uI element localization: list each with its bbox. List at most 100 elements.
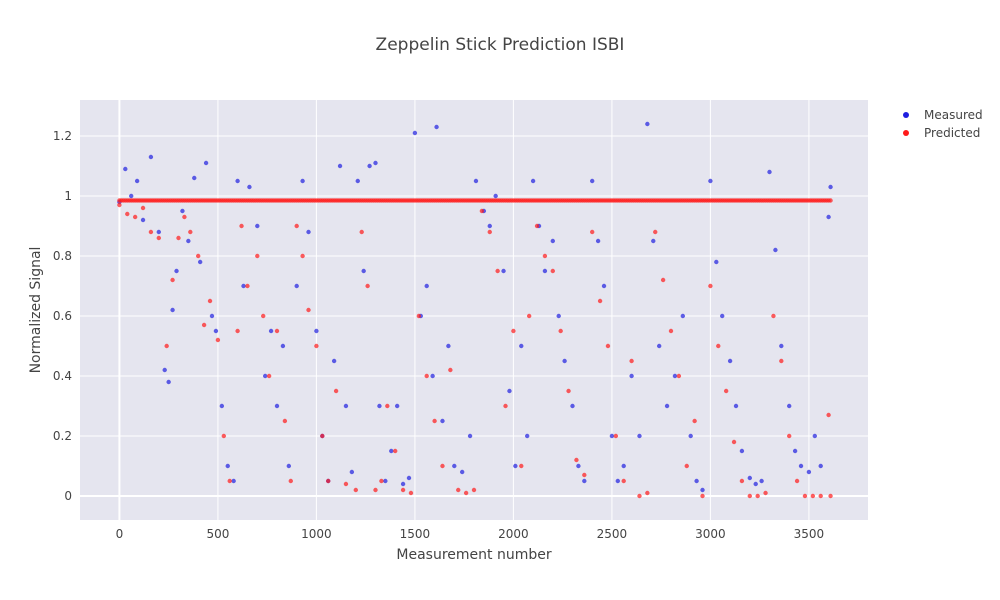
predicted-point — [582, 472, 587, 478]
measured-point — [473, 178, 479, 184]
measured-point — [727, 358, 733, 364]
predicted-point — [343, 481, 349, 487]
measured-point — [601, 283, 607, 289]
measured-point — [331, 358, 337, 364]
predicted-point — [828, 198, 833, 203]
legend-marker-measured — [903, 112, 909, 118]
measured-point — [192, 175, 197, 181]
predicted-point — [676, 373, 682, 379]
predicted-point — [731, 439, 737, 445]
measured-point — [377, 403, 382, 409]
predicted-point — [333, 388, 339, 394]
x-tick-label: 3500 — [794, 527, 825, 541]
y-tick-label: 0.6 — [53, 309, 72, 323]
predicted-point — [684, 463, 689, 469]
y-axis-title: Normalized Signal — [28, 247, 44, 374]
predicted-point — [542, 253, 548, 259]
predicted-point — [810, 493, 816, 499]
predicted-point — [763, 490, 768, 496]
measured-point — [493, 193, 498, 199]
y-tick-label: 0.8 — [53, 249, 72, 263]
predicted-point — [125, 211, 130, 217]
measured-point — [231, 478, 236, 484]
measured-point — [542, 268, 548, 274]
measured-point — [609, 433, 615, 439]
predicted-point — [794, 478, 800, 484]
legend-marker-predicted — [903, 130, 909, 136]
measured-point — [225, 463, 230, 469]
predicted-point — [408, 490, 414, 496]
predicted-point — [747, 493, 752, 499]
measured-point — [294, 283, 299, 289]
measured-point — [434, 124, 439, 130]
measured-point — [513, 463, 518, 469]
predicted-point — [432, 418, 437, 424]
y-tick-label: 0.2 — [53, 429, 72, 443]
predicted-point — [148, 229, 154, 235]
predicted-point — [629, 358, 634, 364]
predicted-point — [201, 322, 207, 328]
predicted-point — [282, 418, 288, 424]
predicted-point — [456, 487, 461, 493]
measured-point — [361, 268, 366, 274]
measured-point — [467, 433, 473, 439]
measured-point — [812, 433, 818, 439]
predicted-point — [590, 229, 595, 235]
measured-point — [314, 328, 319, 334]
predicted-point — [645, 490, 650, 496]
predicted-point — [294, 223, 299, 229]
legend-label-measured[interactable]: Measured — [924, 108, 983, 122]
predicted-point — [207, 298, 213, 304]
x-tick-label: 0 — [116, 527, 124, 541]
predicted-point — [771, 313, 776, 319]
measured-point — [440, 418, 445, 424]
measured-point — [203, 160, 209, 166]
measured-point — [753, 481, 758, 487]
measured-point — [733, 403, 739, 409]
measured-point — [306, 229, 311, 235]
legend[interactable]: Measured Predicted — [903, 108, 983, 140]
measured-point — [219, 403, 225, 409]
measured-point — [349, 469, 355, 475]
predicted-point — [660, 277, 666, 283]
measured-point — [645, 121, 650, 127]
predicted-point — [288, 478, 293, 484]
measured-point — [556, 313, 561, 319]
predicted-point — [779, 358, 784, 364]
measured-point — [714, 259, 719, 265]
predicted-point — [828, 493, 833, 499]
measured-point — [787, 403, 792, 409]
measured-point — [806, 469, 812, 475]
predicted-point — [306, 307, 311, 313]
predicted-point — [605, 343, 611, 349]
predicted-point — [692, 418, 697, 424]
measured-point — [400, 481, 406, 487]
measured-point — [700, 487, 705, 493]
measured-point — [337, 163, 343, 169]
points-layer — [117, 121, 833, 499]
predicted-point — [448, 367, 453, 373]
predicted-point — [385, 403, 390, 409]
predicted-point — [723, 388, 729, 394]
measured-point — [262, 373, 268, 379]
measured-point — [747, 475, 752, 481]
predicted-point — [653, 229, 658, 235]
predicted-point — [463, 490, 469, 496]
measured-point — [162, 367, 167, 373]
predicted-point — [239, 223, 244, 229]
measured-point — [373, 160, 378, 166]
measured-point — [268, 328, 274, 334]
measured-point — [174, 268, 179, 274]
x-tick-label: 1000 — [301, 527, 332, 541]
measured-point — [694, 478, 699, 484]
measured-point — [672, 373, 678, 379]
measured-point — [792, 448, 798, 454]
legend-label-predicted[interactable]: Predicted — [924, 126, 980, 140]
y-tick-label: 1.2 — [53, 129, 72, 143]
predicted-point — [526, 313, 532, 319]
measured-point — [629, 373, 634, 379]
measured-point — [828, 184, 833, 190]
predicted-point — [739, 478, 745, 484]
measured-point — [186, 238, 191, 244]
